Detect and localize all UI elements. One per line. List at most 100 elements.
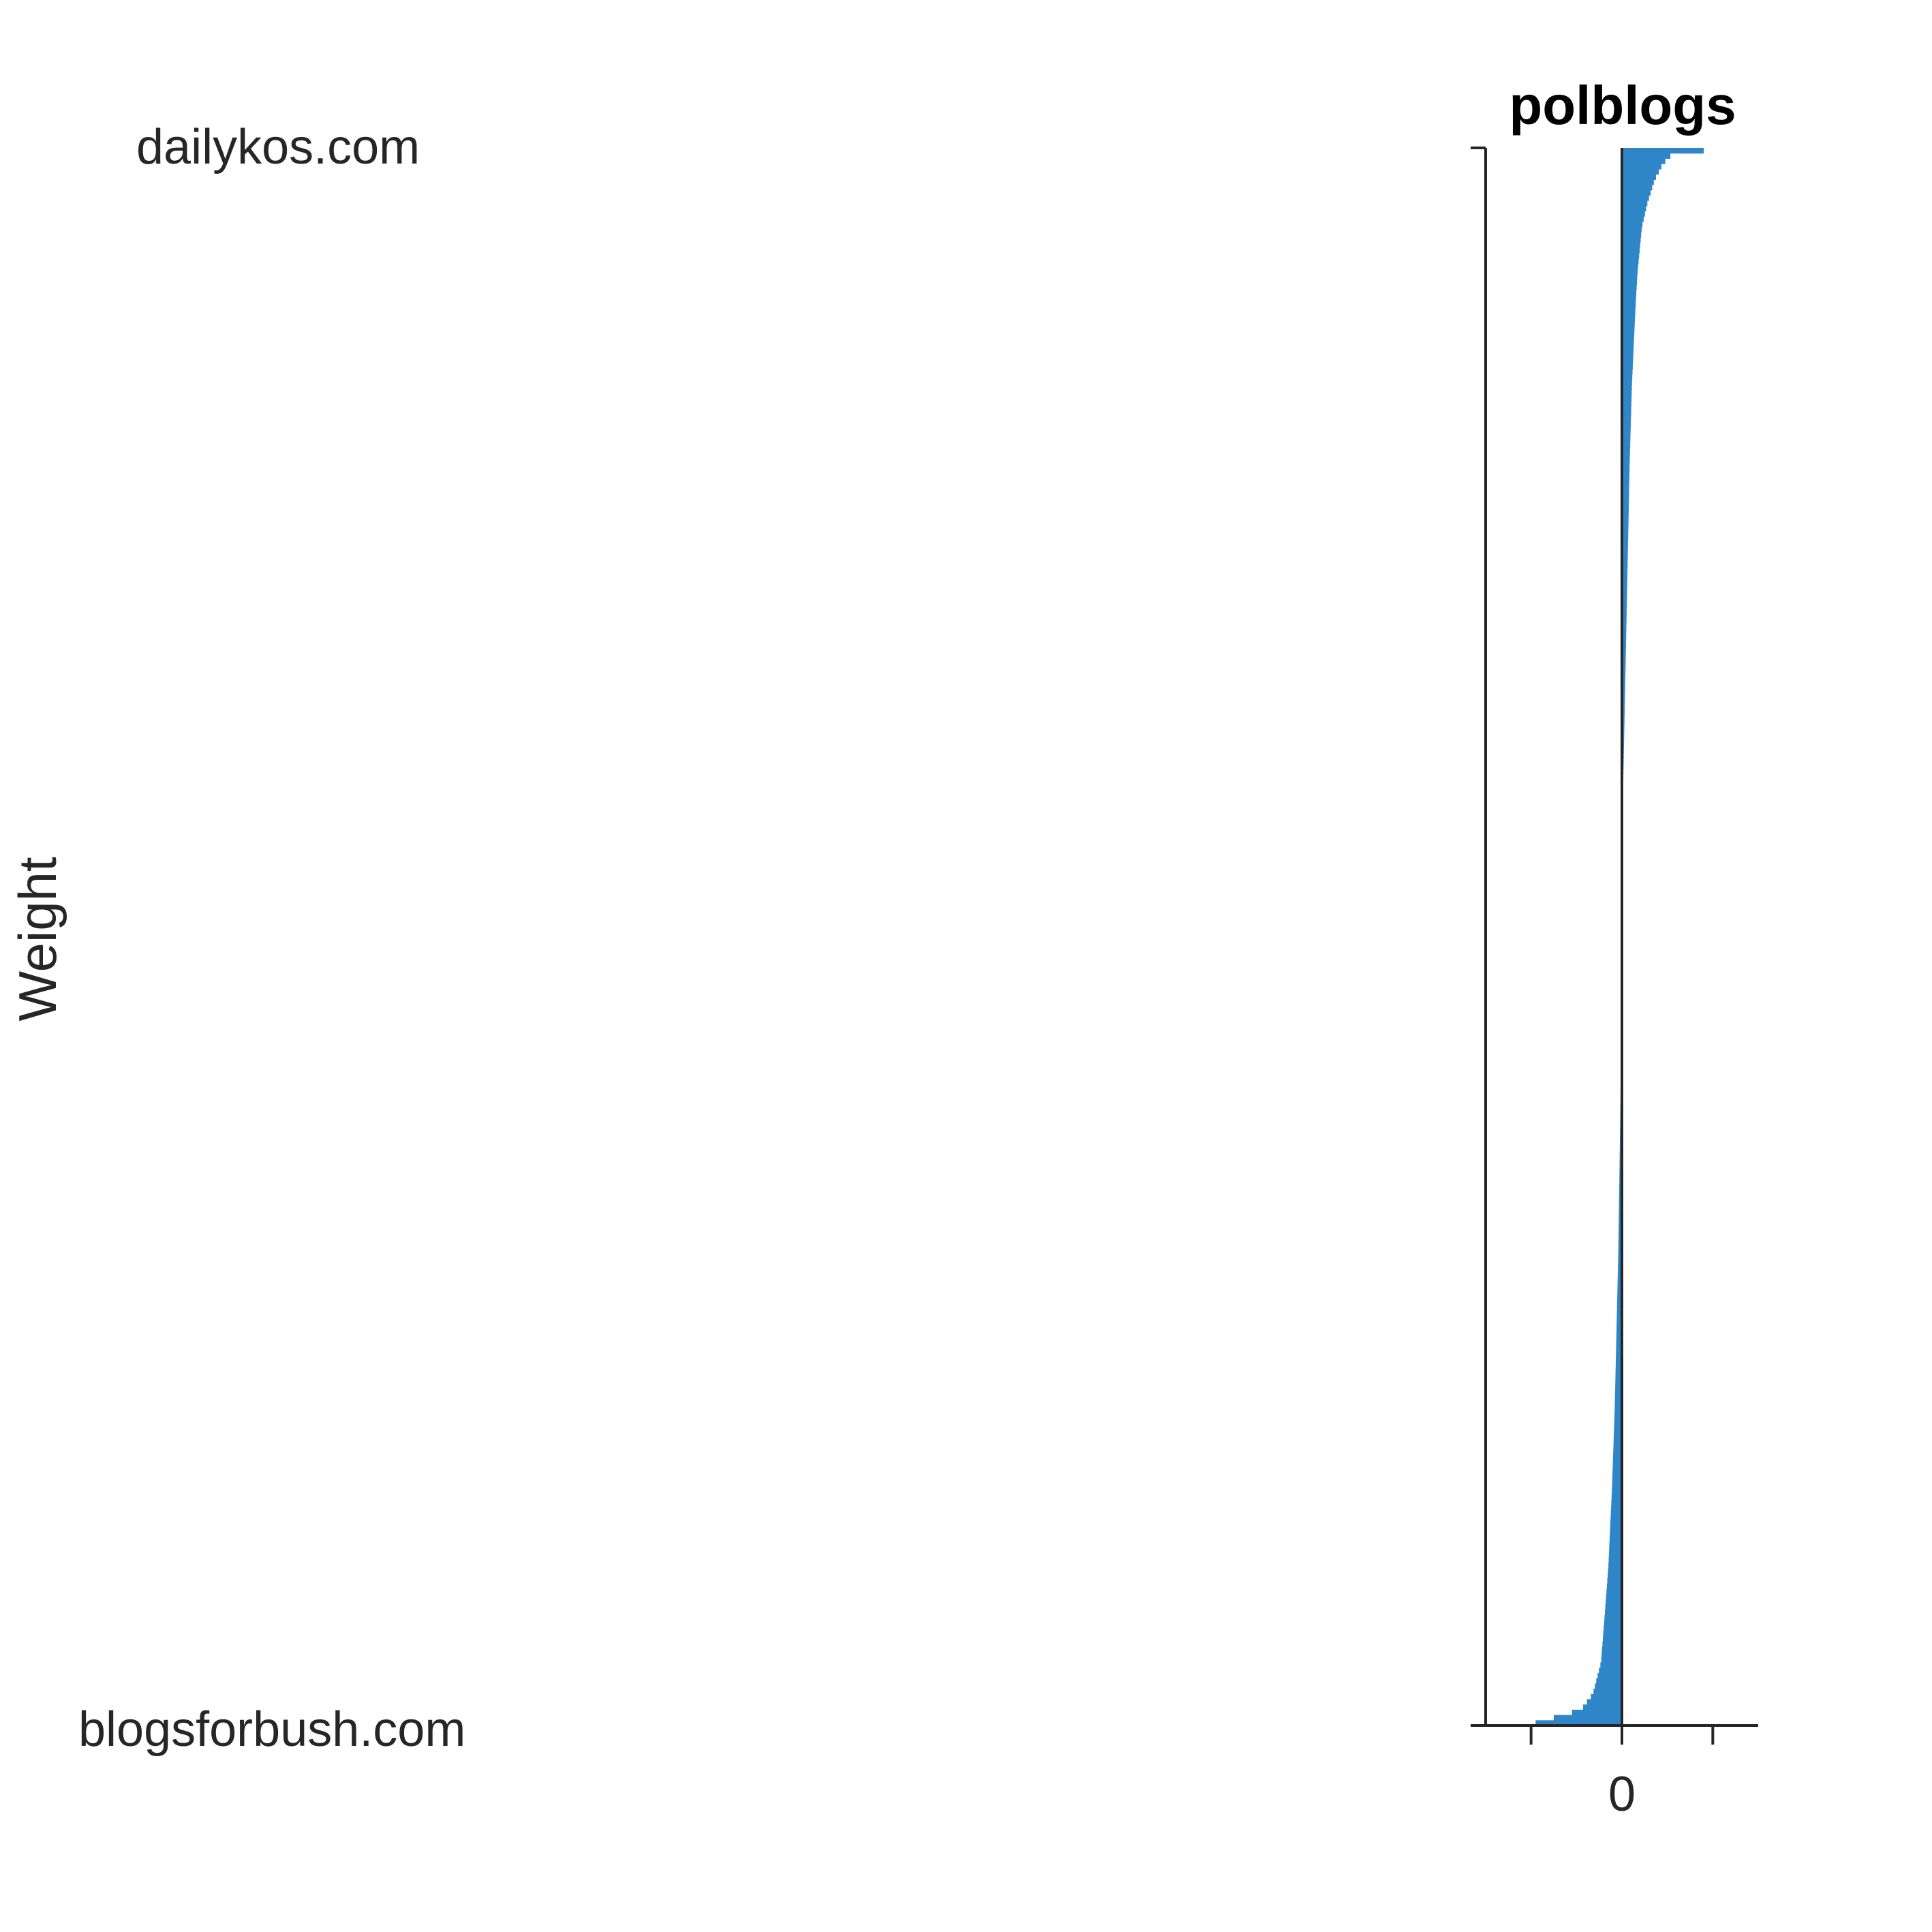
bar xyxy=(1602,1641,1622,1647)
bar xyxy=(1622,179,1654,185)
bar xyxy=(1622,626,1627,632)
bar xyxy=(1617,1289,1622,1295)
bar xyxy=(1614,1394,1622,1400)
bar xyxy=(1622,200,1648,206)
bar xyxy=(1622,652,1626,659)
bar xyxy=(1622,458,1630,464)
bar xyxy=(1610,1520,1622,1527)
bar xyxy=(1622,668,1626,675)
bar xyxy=(1612,1467,1622,1474)
bar xyxy=(1622,637,1627,643)
bar xyxy=(1622,348,1634,354)
bar xyxy=(1608,1552,1622,1558)
bar xyxy=(1619,1231,1622,1237)
bar xyxy=(1614,1430,1622,1437)
y-axis-label: Weight xyxy=(7,857,67,1022)
bar xyxy=(1615,1362,1622,1368)
bar xyxy=(1618,1257,1622,1263)
bar xyxy=(1608,1562,1622,1569)
bar xyxy=(1618,1236,1622,1242)
bar xyxy=(1622,484,1629,491)
bar xyxy=(1622,232,1642,238)
bar xyxy=(1619,1215,1622,1221)
bar xyxy=(1619,1221,1622,1227)
bar xyxy=(1616,1341,1622,1347)
bar xyxy=(1622,332,1635,338)
bar xyxy=(1622,510,1629,517)
bar xyxy=(1622,279,1637,286)
bar xyxy=(1616,1299,1622,1306)
bar xyxy=(1616,1347,1622,1353)
bar xyxy=(1611,1504,1622,1511)
bar xyxy=(1607,1578,1622,1584)
bars-group xyxy=(1535,148,1704,1726)
bar xyxy=(1622,542,1628,549)
bar xyxy=(1622,611,1627,617)
bar xyxy=(1622,205,1646,212)
bar xyxy=(1622,258,1639,264)
bar xyxy=(1610,1531,1622,1537)
bar xyxy=(1622,489,1629,495)
bar xyxy=(1622,290,1637,296)
bar xyxy=(1622,416,1631,422)
bar xyxy=(1622,274,1638,280)
bar xyxy=(1622,694,1625,701)
bar xyxy=(1622,358,1634,364)
bar xyxy=(1622,594,1627,601)
bar xyxy=(1619,1199,1622,1206)
bar xyxy=(1604,1610,1622,1616)
bar xyxy=(1622,153,1671,159)
bar xyxy=(1591,1693,1622,1700)
bar xyxy=(1619,1225,1622,1232)
bar xyxy=(1614,1405,1622,1411)
bar xyxy=(1622,442,1631,448)
bar xyxy=(1622,321,1635,327)
bar xyxy=(1586,1699,1622,1705)
bar xyxy=(1606,1599,1622,1606)
bar xyxy=(1616,1325,1622,1332)
bar xyxy=(1609,1536,1622,1542)
bar xyxy=(1601,1657,1622,1663)
bar xyxy=(1615,1378,1622,1385)
bar xyxy=(1619,1205,1622,1211)
bar xyxy=(1622,263,1638,270)
bar xyxy=(1597,1672,1622,1679)
bar xyxy=(1622,295,1636,301)
bar xyxy=(1622,237,1641,243)
bar xyxy=(1582,1704,1622,1711)
bar xyxy=(1611,1494,1622,1500)
bar xyxy=(1622,211,1645,217)
bar xyxy=(1622,705,1625,711)
bar xyxy=(1606,1583,1622,1589)
bar xyxy=(1618,1262,1622,1269)
bar xyxy=(1619,1194,1622,1200)
bar xyxy=(1606,1589,1622,1595)
bar xyxy=(1622,342,1634,348)
bar xyxy=(1622,463,1630,470)
bar xyxy=(1622,148,1704,154)
bar xyxy=(1622,316,1636,322)
bar xyxy=(1622,605,1627,611)
bar xyxy=(1617,1294,1622,1300)
bar xyxy=(1616,1315,1622,1321)
bar xyxy=(1593,1688,1622,1695)
bar xyxy=(1605,1604,1622,1610)
bar xyxy=(1622,526,1629,532)
bar xyxy=(1622,379,1632,385)
bar xyxy=(1622,474,1629,480)
bar xyxy=(1622,352,1634,359)
bar xyxy=(1601,1646,1622,1653)
bar xyxy=(1622,164,1661,170)
bar xyxy=(1622,421,1631,427)
bar xyxy=(1622,521,1629,527)
bar xyxy=(1618,1252,1622,1258)
bar xyxy=(1612,1473,1622,1479)
bar xyxy=(1613,1436,1622,1442)
bar xyxy=(1554,1715,1622,1721)
bar xyxy=(1604,1614,1622,1621)
bar xyxy=(1616,1310,1622,1316)
bar xyxy=(1616,1352,1622,1358)
bar xyxy=(1615,1368,1622,1374)
bar xyxy=(1622,647,1626,654)
bar xyxy=(1619,1189,1622,1195)
